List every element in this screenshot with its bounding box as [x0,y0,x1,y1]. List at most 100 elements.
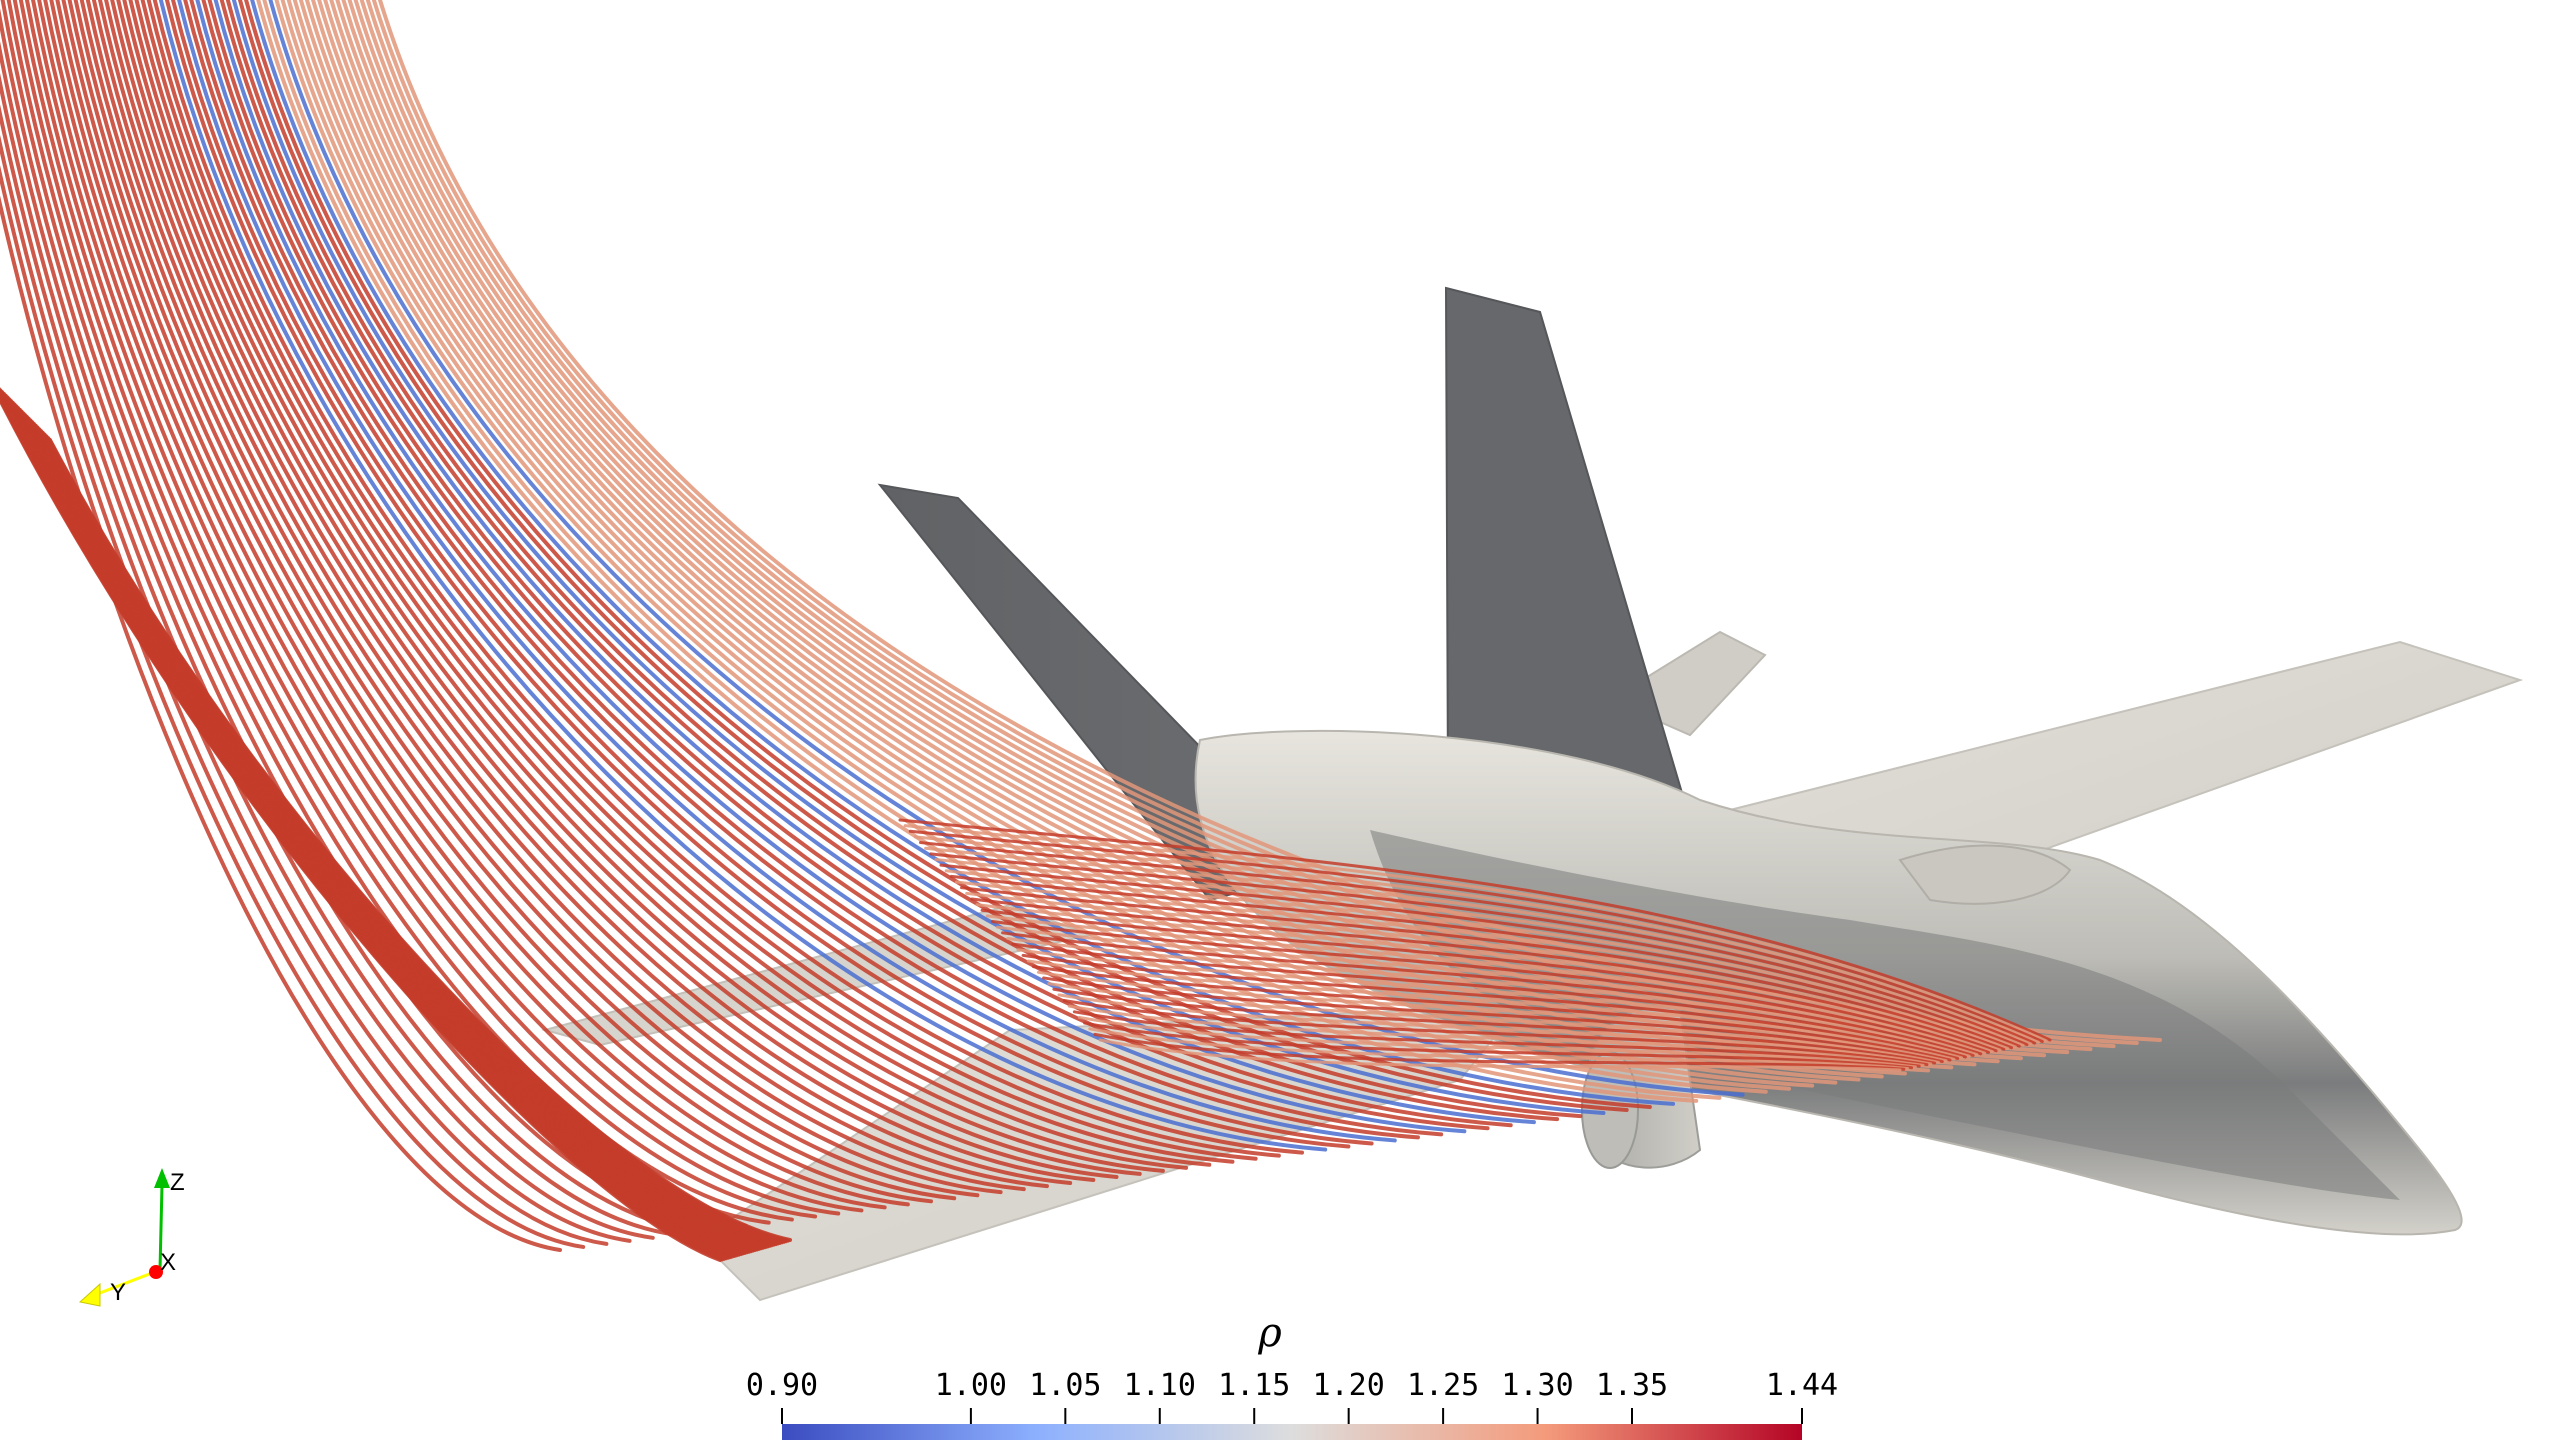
streamline [1036,970,1948,1063]
streamline [116,0,1165,1173]
streamline [929,852,2029,1047]
streamline [980,908,1990,1054]
streamline [1031,965,1952,1062]
right-vertical-tail [1444,286,1692,822]
streamline [1098,1038,1902,1072]
streamline [18,0,794,1222]
streamline [61,0,957,1201]
streamline [0,103,632,1243]
colorbar-tick-label: 1.35 [1595,1368,1669,1403]
canopy [1898,844,2072,905]
streamline [1047,982,1940,1064]
streamline [231,0,1606,1116]
streamline [0,72,655,1240]
streamline [0,164,586,1249]
streamline [1093,1032,1906,1071]
streamline [55,0,934,1204]
streamline [949,874,2014,1050]
streamline [1021,953,1960,1060]
streamline [903,824,2048,1043]
streamline [365,0,2116,1049]
streamline [1077,1015,1917,1069]
streamline [79,0,1026,1192]
streamline [98,0,1096,1182]
streamline [1062,999,1929,1067]
streamline [104,0,1119,1179]
streamline [1042,976,1944,1064]
y-axis-label: Y [110,1279,126,1306]
streamline [939,863,2021,1048]
streamline [0,134,609,1246]
streamline [37,0,864,1213]
streamline [990,920,1983,1056]
streamline [134,0,1235,1164]
streamline [286,0,1815,1088]
streamline [913,835,2040,1044]
streamline [1001,931,1975,1057]
streamline [195,0,1467,1134]
streamline [924,846,2033,1046]
colorbar-tick-label: 1.25 [1406,1368,1480,1403]
streamline [954,880,2010,1050]
colorbar-tick-label: 1.00 [934,1368,1007,1403]
streamline [140,0,1258,1161]
streamline [91,0,1073,1186]
streamline [189,0,1444,1137]
streamline [1011,942,1967,1059]
x-axis-point [149,1265,163,1279]
streamline [1057,993,1933,1066]
streamline [158,0,1328,1152]
streamline [1083,1021,1914,1070]
streamlines [0,0,2162,1262]
streamline [908,829,2044,1044]
streamline [67,0,980,1198]
streamline [250,0,1676,1106]
colorbar-tick-label: 1.20 [1312,1368,1385,1403]
colorbar-title: ρ [1258,1310,1282,1356]
colorbar-tick-label: 1.15 [1218,1368,1291,1403]
colorbar-tick-label: 1.10 [1123,1368,1196,1403]
streamline [898,818,2052,1042]
streamline [213,0,1536,1125]
colorbar-bar [782,1424,1802,1440]
z-axis-arrow [154,1168,170,1188]
streamline [48,438,792,1242]
streamline [970,897,1998,1053]
streamline [177,0,1397,1143]
y-axis-arrow [78,1282,101,1307]
streamline [122,0,1189,1170]
colorbar-tick-label: 1.05 [1029,1368,1102,1403]
colorbar-tick-label: 1.44 [1765,1368,1839,1403]
streamline [128,0,1212,1167]
streamline [960,886,2006,1051]
streamline [919,841,2037,1045]
streamline [0,195,562,1252]
streamline [1088,1027,1910,1070]
streamline [944,869,2017,1049]
orientation-axes: Z Y X [78,1168,185,1307]
streamline [207,0,1513,1128]
streamline [171,0,1374,1146]
colorbar-gradient [781,1408,1803,1440]
streamline [201,0,1490,1131]
streamline [1026,959,1956,1061]
colorbar-tick-label: 0.90 [745,1368,819,1403]
streamline [164,0,1351,1149]
streamline [24,0,818,1219]
streamline [268,0,1745,1097]
streamline [1006,936,1971,1058]
streamline [371,0,2139,1046]
streamline [146,0,1281,1158]
streamline [43,0,887,1210]
streamline [1067,1004,1925,1067]
streamline [219,0,1560,1122]
streamline [85,0,1049,1189]
streamline [995,925,1979,1057]
streamline [975,903,1994,1054]
streamline [1072,1010,1921,1068]
z-axis-label: Z [170,1169,185,1196]
streamline [985,914,1987,1055]
x-axis-label: X [160,1249,176,1276]
